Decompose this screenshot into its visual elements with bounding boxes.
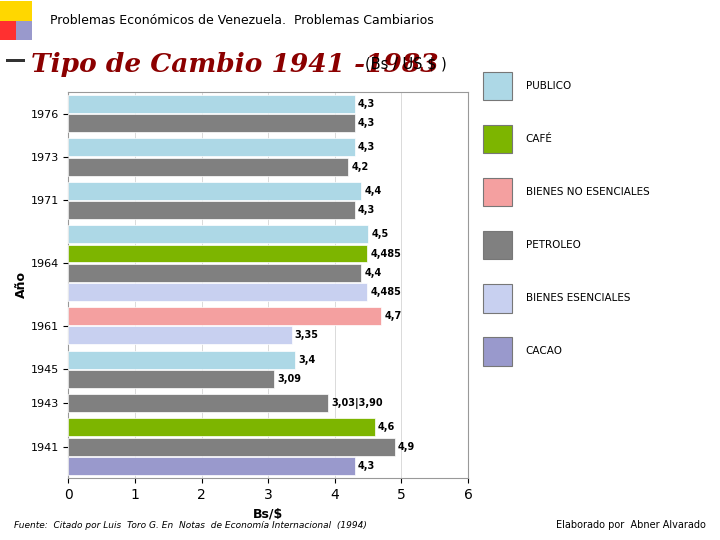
Bar <box>68 418 374 436</box>
Bar <box>68 307 382 325</box>
Text: 4,4: 4,4 <box>365 268 382 278</box>
Text: Problemas Económicos de Venezuela.  Problemas Cambiarios: Problemas Económicos de Venezuela. Probl… <box>50 14 434 27</box>
Bar <box>68 350 295 369</box>
Bar <box>68 370 274 388</box>
Bar <box>68 182 361 200</box>
Text: PETROLEO: PETROLEO <box>526 240 580 250</box>
Bar <box>68 326 292 345</box>
Bar <box>16 21 32 40</box>
Bar <box>68 394 328 412</box>
Bar <box>68 245 367 262</box>
Text: 3,35: 3,35 <box>295 330 319 340</box>
Text: CAFÉ: CAFÉ <box>526 134 552 144</box>
Bar <box>6 59 25 62</box>
Text: Fuente:  Citado por Luis  Toro G. En  Notas  de Economía Internacional  (1994): Fuente: Citado por Luis Toro G. En Notas… <box>14 521 367 530</box>
Bar <box>68 158 348 176</box>
Bar <box>0 21 16 40</box>
Bar <box>484 72 511 100</box>
Text: 4,6: 4,6 <box>378 422 395 433</box>
Bar <box>484 284 511 313</box>
Bar <box>68 264 361 282</box>
Bar <box>484 337 511 366</box>
Text: PUBLICO: PUBLICO <box>526 81 571 91</box>
Bar <box>0 1 32 40</box>
Text: 3,4: 3,4 <box>298 355 315 365</box>
Text: 3,03|3,90: 3,03|3,90 <box>331 397 383 409</box>
Bar <box>484 178 511 206</box>
Text: BIENES ESENCIALES: BIENES ESENCIALES <box>526 293 630 303</box>
Text: 3,09: 3,09 <box>277 374 302 384</box>
Bar <box>68 283 367 301</box>
Bar <box>68 95 355 113</box>
Bar <box>68 114 355 132</box>
Bar <box>68 457 355 475</box>
Text: 4,3: 4,3 <box>358 99 375 109</box>
Text: 4,3: 4,3 <box>358 205 375 215</box>
Bar <box>68 225 368 244</box>
Text: CACAO: CACAO <box>526 346 562 356</box>
Text: 4,3: 4,3 <box>358 118 375 128</box>
Text: Tipo de Cambio 1941 -1983: Tipo de Cambio 1941 -1983 <box>31 52 438 77</box>
Text: 4,7: 4,7 <box>384 311 402 321</box>
Text: 4,3: 4,3 <box>358 461 375 471</box>
Text: 4,485: 4,485 <box>370 248 401 259</box>
Y-axis label: Año: Año <box>14 271 27 298</box>
Text: 4,4: 4,4 <box>365 186 382 196</box>
Text: (Bs / US $ ): (Bs / US $ ) <box>365 57 447 72</box>
Text: Elaborado por  Abner Alvarado: Elaborado por Abner Alvarado <box>556 520 706 530</box>
Text: 4,9: 4,9 <box>398 442 415 451</box>
Bar <box>484 125 511 153</box>
Text: 4,5: 4,5 <box>372 230 389 239</box>
Text: BIENES NO ESENCIALES: BIENES NO ESENCIALES <box>526 187 649 197</box>
X-axis label: Bs/$: Bs/$ <box>253 507 284 520</box>
Bar <box>484 231 511 260</box>
Text: 4,3: 4,3 <box>358 143 375 152</box>
Text: 4,2: 4,2 <box>351 161 369 172</box>
Bar <box>68 437 395 456</box>
Text: 4,485: 4,485 <box>370 287 401 297</box>
Bar <box>68 201 355 219</box>
Bar <box>68 138 355 157</box>
